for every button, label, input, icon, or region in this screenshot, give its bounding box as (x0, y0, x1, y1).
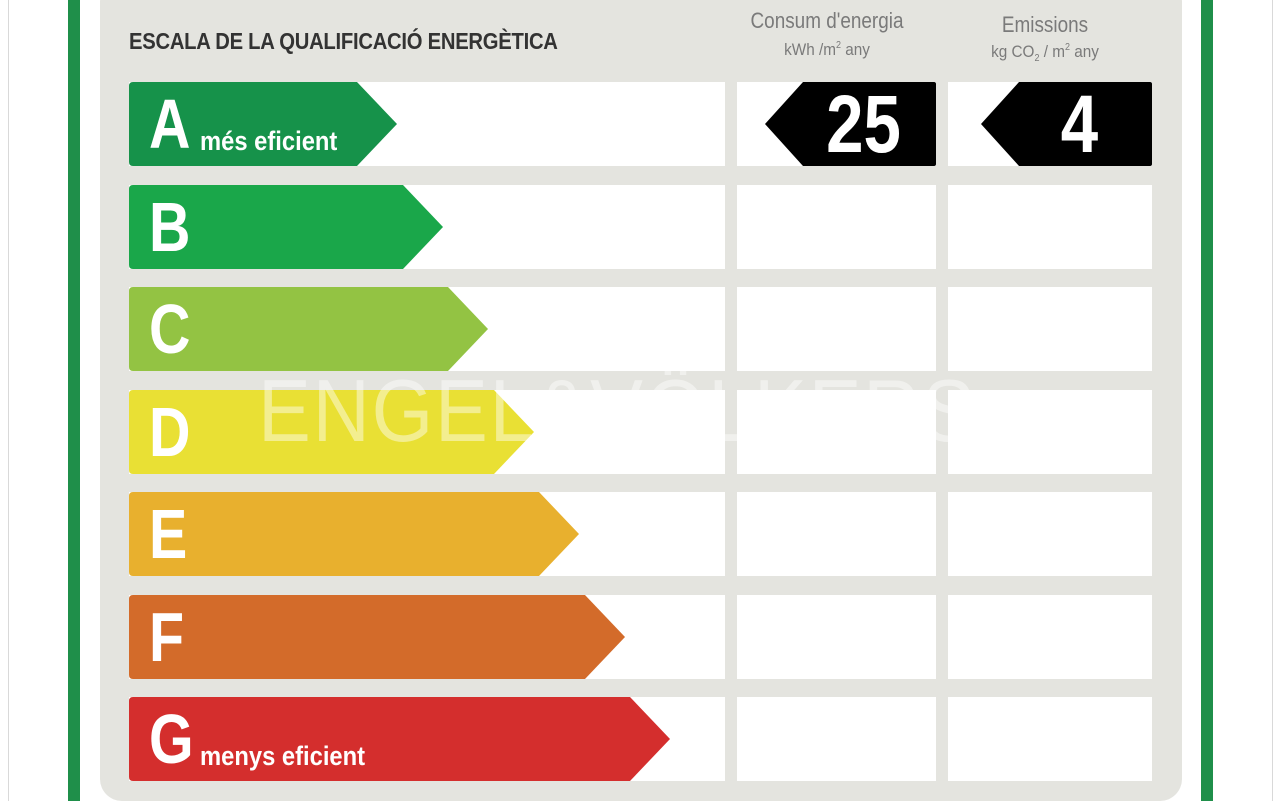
row-cell-d-2 (948, 390, 1152, 474)
rating-arrow-f: F (129, 595, 625, 679)
rating-letter-b: B (149, 188, 191, 266)
page-edge-right (1272, 0, 1273, 801)
row-cell-b-2 (948, 185, 1152, 269)
consumption-title: Consum d'energia (750, 8, 904, 33)
rating-arrow-c: C (129, 287, 488, 371)
row-cell-e-1 (737, 492, 936, 576)
rating-letter-g: G (149, 700, 194, 778)
rating-letter-a: A (149, 85, 191, 163)
rating-arrow-e: E (129, 492, 579, 576)
label-border-right (1201, 0, 1213, 801)
row-cell-e-2 (948, 492, 1152, 576)
label-border-left (68, 0, 80, 801)
rating-sublabel-g: menys eficient (200, 741, 366, 771)
rating-sublabel-a: més eficient (200, 126, 338, 156)
emissions-indicator: 4 (981, 79, 1152, 170)
emissions-title: Emissions (1001, 12, 1089, 37)
row-cell-f-2 (948, 595, 1152, 679)
row-cell-d-1 (737, 390, 936, 474)
page-edge-left (8, 0, 9, 801)
rating-letter-d: D (149, 393, 191, 471)
consumption-indicator: 25 (765, 79, 936, 170)
consumption-indicator-value: 25 (826, 79, 901, 170)
consumption-unit: kWh /m2 any (784, 40, 870, 59)
row-cell-c-2 (948, 287, 1152, 371)
rating-letter-c: C (149, 290, 191, 368)
row-cell-g-2 (948, 697, 1152, 781)
rating-arrow-b: B (129, 185, 443, 269)
row-cell-b-1 (737, 185, 936, 269)
row-cell-f-1 (737, 595, 936, 679)
rating-letter-e: E (149, 495, 188, 573)
rating-letter-f: F (149, 598, 185, 676)
row-cell-c-1 (737, 287, 936, 371)
scale-title: ESCALA DE LA QUALIFICACIÓ ENERGÈTICA (129, 28, 558, 54)
emissions-column-header: Emissions kg CO2 / m2 any (953, 12, 1137, 64)
consumption-column-header: Consum d'energia kWh /m2 any (737, 8, 917, 60)
rating-arrow-d: D (129, 390, 534, 474)
emissions-indicator-value: 4 (1060, 79, 1099, 170)
row-cell-g-1 (737, 697, 936, 781)
emissions-unit: kg CO2 / m2 any (991, 42, 1099, 64)
